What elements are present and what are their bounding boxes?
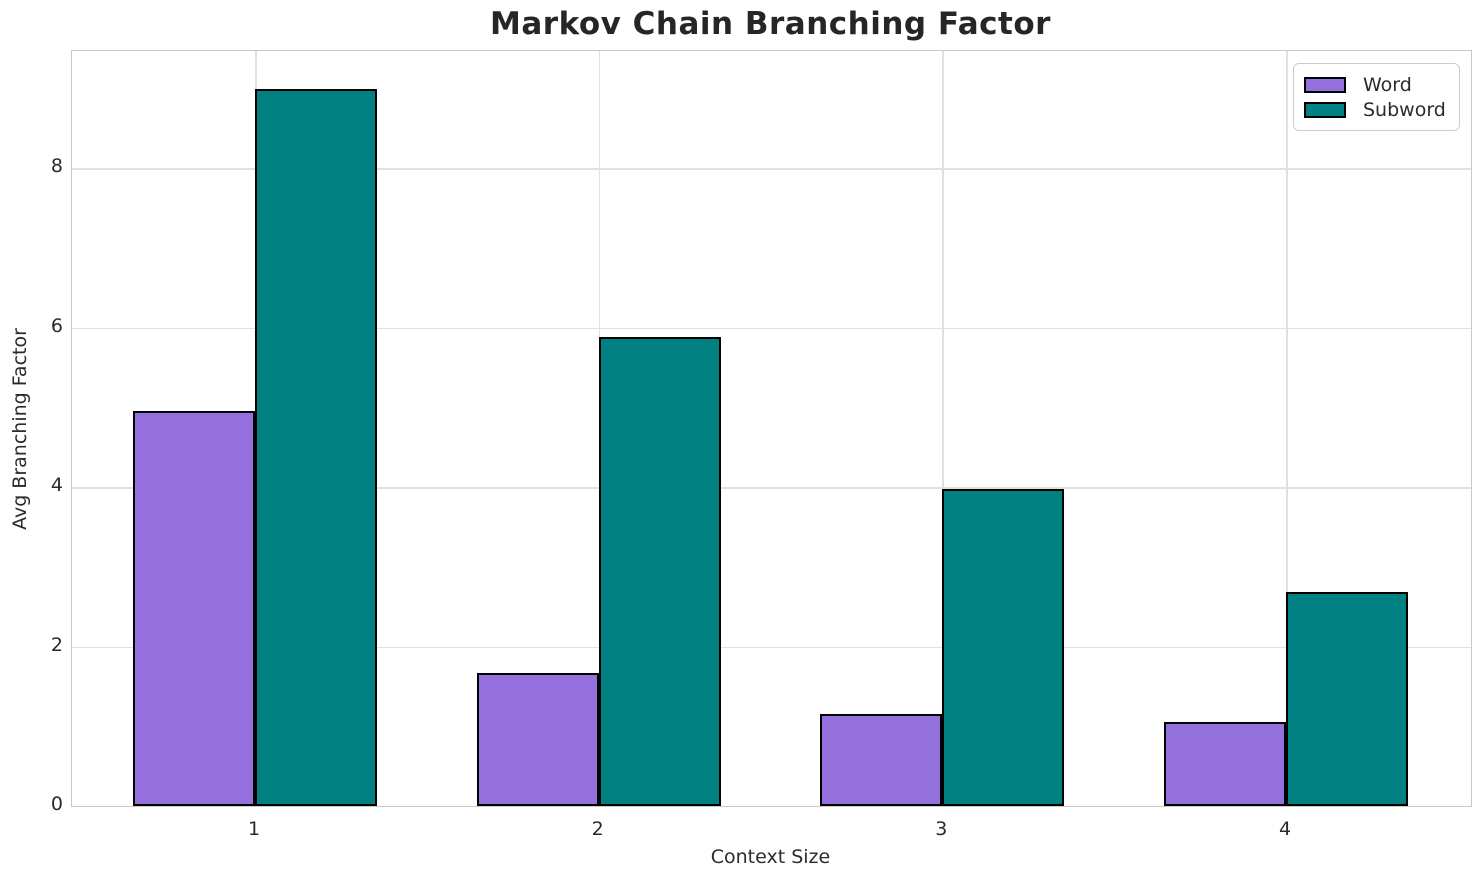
chart-title: Markov Chain Branching Factor [490, 6, 1051, 42]
legend-label-word: Word [1363, 73, 1412, 96]
gridline-x-4 [1286, 51, 1288, 806]
bar-word-context-3 [820, 713, 943, 806]
legend-label-subword: Subword [1363, 98, 1446, 121]
legend-swatch-word [1304, 76, 1346, 93]
y-tick-label-2: 2 [50, 633, 63, 656]
y-tick-label-8: 8 [50, 155, 63, 178]
y-tick-label-4: 4 [50, 474, 63, 497]
x-tick-label-4: 4 [1278, 818, 1292, 840]
gridline-y-8 [72, 168, 1471, 170]
legend: Word Subword [1293, 63, 1460, 131]
x-tick-label-1: 1 [247, 818, 261, 840]
legend-swatch-subword [1304, 101, 1346, 118]
legend-item-word: Word [1304, 72, 1449, 97]
bar-word-context-2 [476, 672, 599, 806]
bar-subword-context-2 [598, 337, 721, 806]
gridline-x-3 [942, 51, 944, 806]
y-tick-label-6: 6 [50, 314, 63, 337]
gridline-y-4 [72, 487, 1471, 489]
y-tick-label-0: 0 [50, 793, 63, 815]
legend-item-subword: Subword [1304, 97, 1449, 122]
bar-word-context-1 [133, 411, 255, 806]
x-axis-label: Context Size [710, 846, 831, 868]
gridline-y-6 [72, 327, 1471, 330]
x-tick-label-2: 2 [591, 818, 604, 840]
bar-word-context-4 [1164, 722, 1286, 806]
bar-subword-context-4 [1286, 592, 1408, 806]
plot-area [71, 50, 1472, 807]
y-axis-label: Avg Branching Factor [9, 328, 31, 530]
x-tick-label-3: 3 [935, 818, 948, 840]
bar-subword-context-1 [255, 89, 377, 806]
bar-subword-context-3 [942, 488, 1065, 806]
gridline-y-2 [72, 646, 1471, 649]
